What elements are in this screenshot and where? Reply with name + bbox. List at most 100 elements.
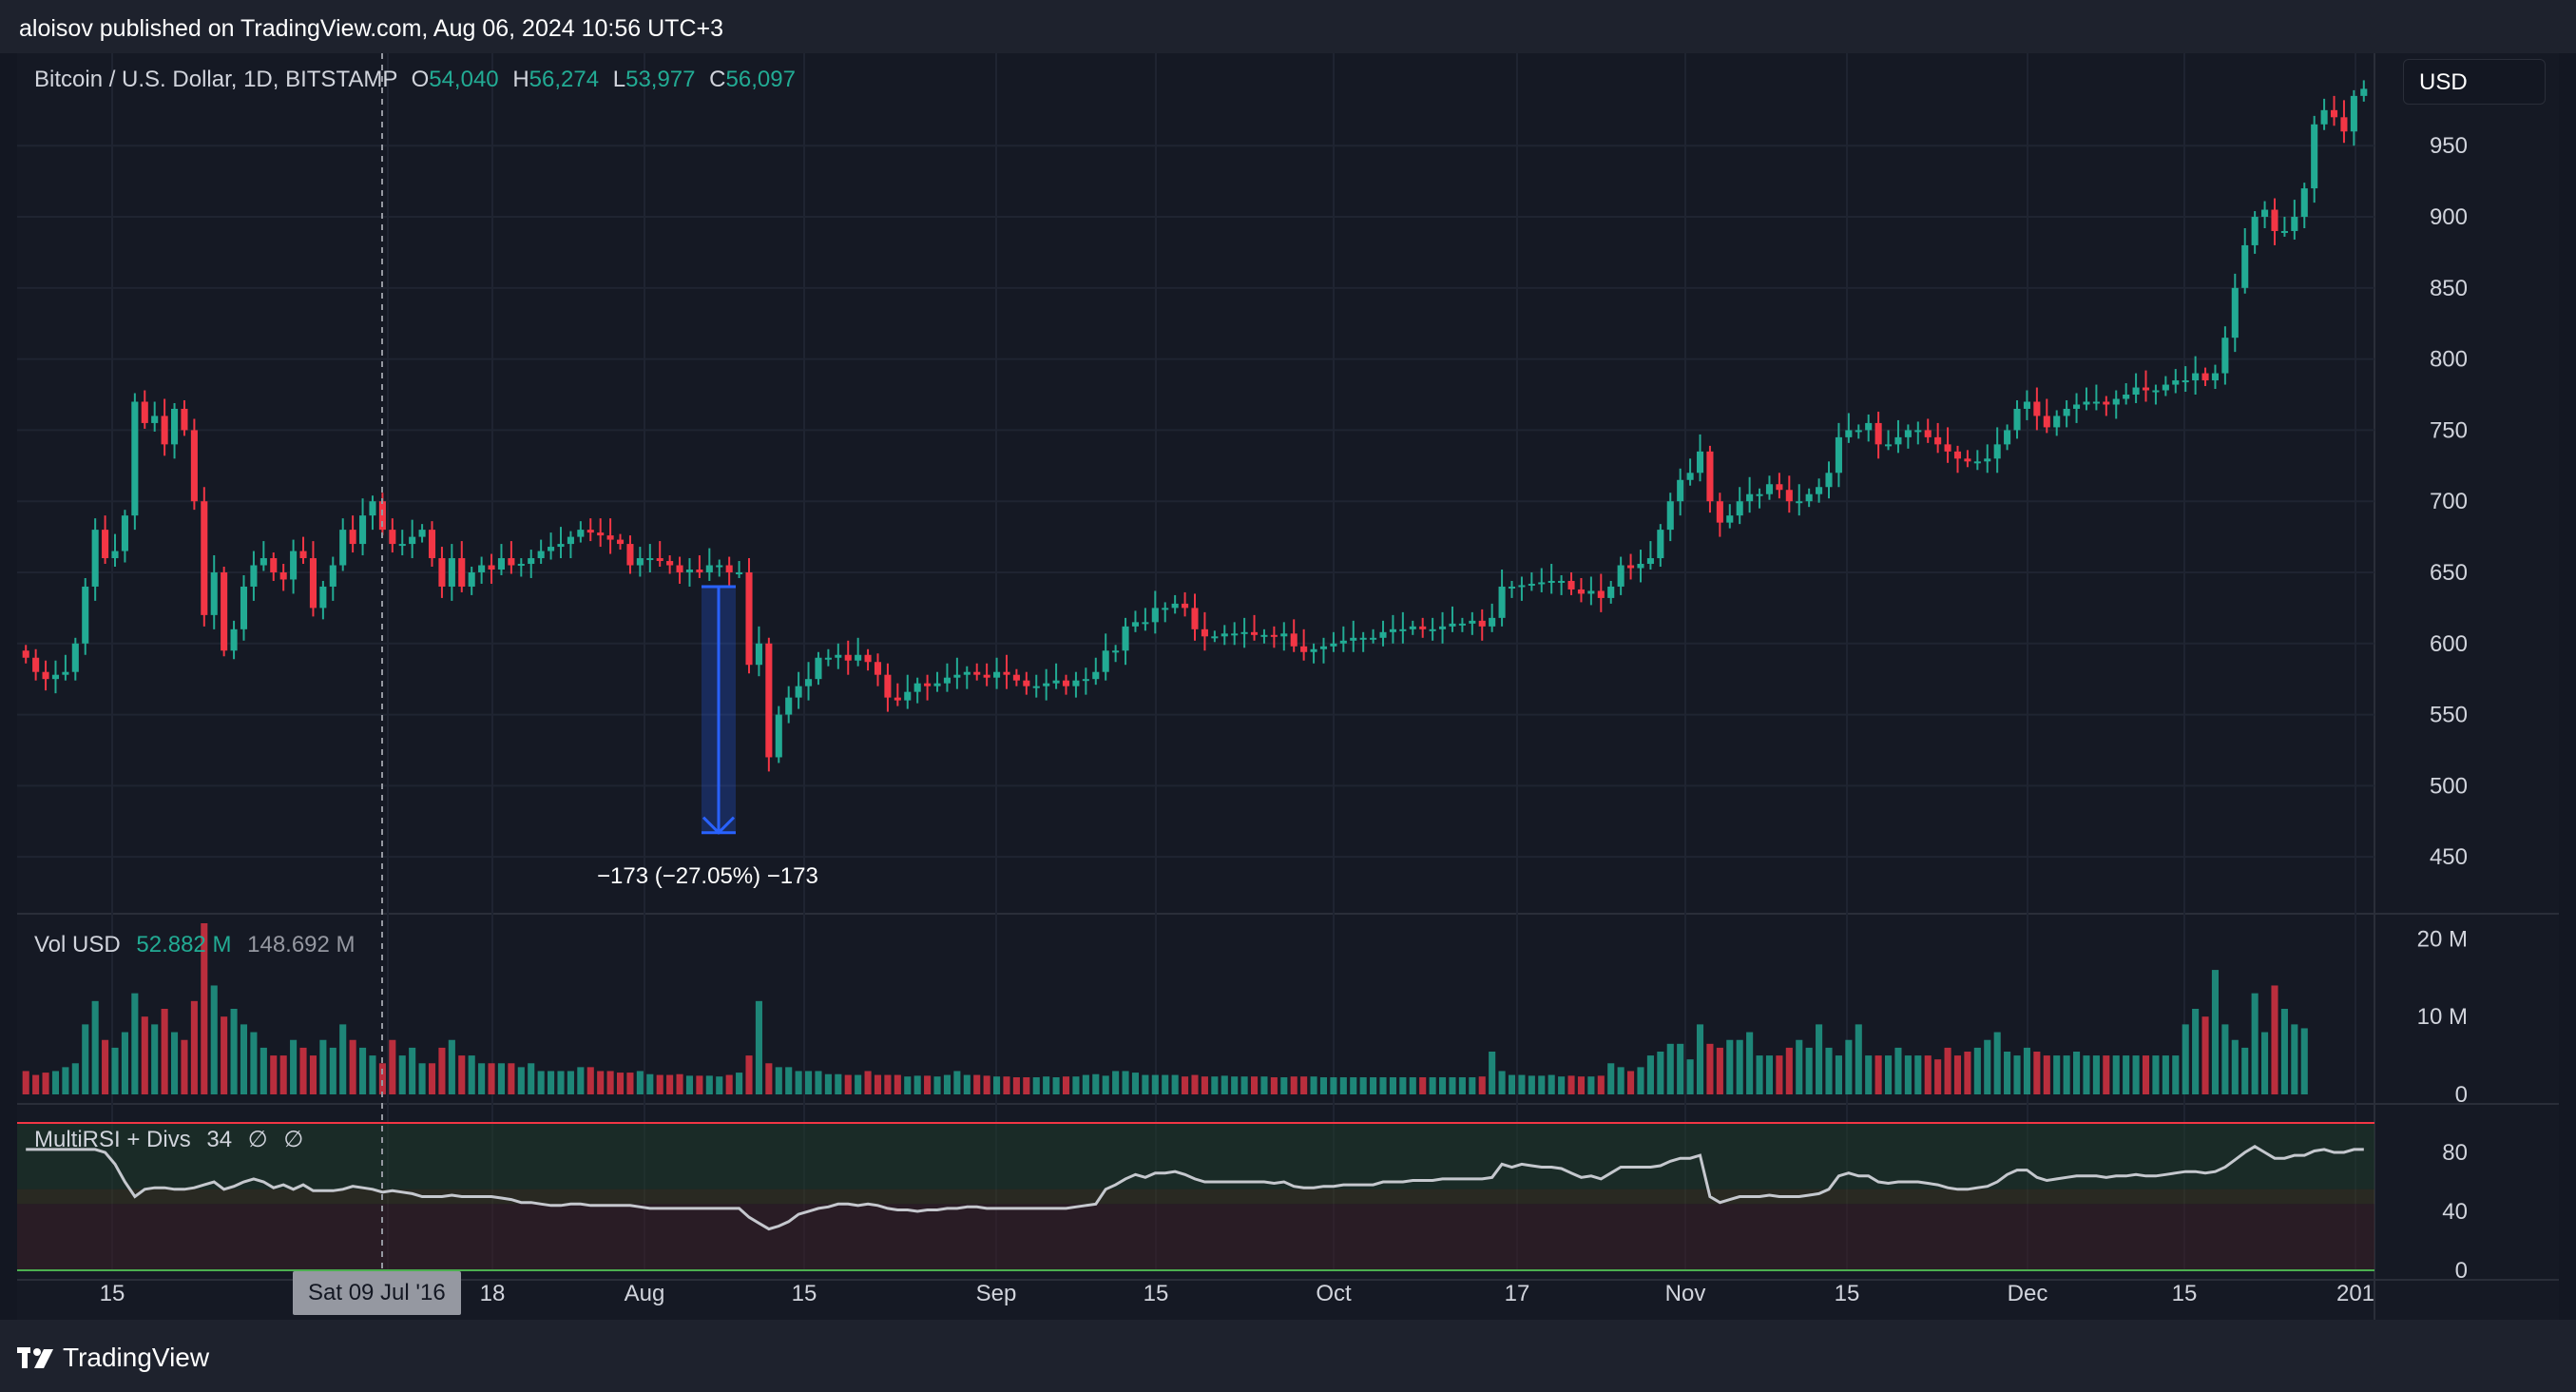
time-axis-label: 15 xyxy=(2172,1281,2198,1306)
volume-bar xyxy=(478,1063,486,1094)
candle xyxy=(805,679,813,686)
volume-bar xyxy=(953,1071,961,1094)
time-axis-label: 17 xyxy=(1505,1281,1530,1306)
volume-bar xyxy=(2004,1052,2011,1094)
volume-bar xyxy=(606,1071,614,1094)
rsi-label[interactable]: MultiRSI + Divs xyxy=(34,1127,191,1152)
candle xyxy=(1953,451,1962,459)
volume-bar xyxy=(805,1071,813,1094)
candle xyxy=(785,697,793,715)
volume-bar xyxy=(1429,1077,1436,1094)
volume-bar xyxy=(210,985,218,1094)
volume-bar xyxy=(696,1075,703,1094)
candle xyxy=(290,551,298,580)
candle xyxy=(1072,680,1080,686)
candle xyxy=(82,586,89,644)
candle xyxy=(2073,404,2081,409)
volume-bar xyxy=(2033,1052,2041,1094)
volume-label[interactable]: Vol USD xyxy=(34,932,121,957)
volume-bar xyxy=(835,1073,842,1094)
candle xyxy=(161,416,168,445)
candle xyxy=(1607,586,1615,598)
volume-bar xyxy=(339,1024,347,1094)
volume-ma-value: 148.692 M xyxy=(247,932,356,957)
volume-bar xyxy=(359,1047,367,1094)
volume-bar xyxy=(557,1071,565,1094)
volume-bar xyxy=(2083,1055,2090,1094)
volume-bar xyxy=(329,1047,336,1094)
candle xyxy=(864,654,872,663)
price-axis-label: 600 xyxy=(2430,631,2468,657)
rsi-value: 34 xyxy=(206,1127,233,1152)
candle xyxy=(1240,631,1248,634)
volume-bar xyxy=(1023,1077,1030,1094)
time-axis-label: 15 xyxy=(1144,1281,1169,1306)
chart-area[interactable]: 95090085080075070065060055050045015J18Au… xyxy=(17,53,2559,1320)
volume-bar xyxy=(1716,1047,1723,1094)
tradingview-logo[interactable]: TradingView xyxy=(17,1343,209,1373)
volume-bar xyxy=(1171,1074,1179,1094)
candle xyxy=(1696,451,1704,474)
volume-bar xyxy=(2271,985,2278,1094)
open-label: O xyxy=(411,67,430,92)
volume-bar xyxy=(1736,1039,1743,1094)
candle xyxy=(319,586,327,609)
volume-bar xyxy=(102,1039,109,1094)
volume-bar xyxy=(537,1071,545,1094)
candle xyxy=(656,558,663,562)
volume-legend[interactable]: Vol USD 52.882 M 148.692 M xyxy=(34,932,356,958)
candle xyxy=(2231,287,2239,338)
volume-bar xyxy=(626,1073,634,1094)
volume-bar xyxy=(2192,1009,2200,1094)
volume-bar xyxy=(42,1073,49,1094)
currency-button[interactable]: USD xyxy=(2403,59,2546,105)
time-axis-label: 15 xyxy=(100,1281,125,1306)
symbol-legend[interactable]: Bitcoin / U.S. Dollar, 1D, BITSTAMP O54,… xyxy=(34,67,796,93)
volume-bar xyxy=(1796,1039,1803,1094)
rsi-legend[interactable]: MultiRSI + Divs 34 ∅ ∅ xyxy=(34,1126,303,1153)
volume-bar xyxy=(1082,1074,1089,1094)
candle xyxy=(696,570,703,572)
candle xyxy=(973,671,981,675)
volume-bar xyxy=(1597,1075,1605,1094)
close-value: 56,097 xyxy=(725,67,796,92)
volume-bar xyxy=(2103,1055,2110,1094)
volume-bar xyxy=(1122,1071,1129,1094)
volume-bar xyxy=(855,1074,862,1094)
volume-bar xyxy=(2280,1009,2288,1094)
candle xyxy=(2123,395,2130,399)
volume-bar xyxy=(666,1074,674,1094)
candle xyxy=(894,697,901,701)
candle xyxy=(468,571,475,587)
close-label: C xyxy=(709,67,726,92)
volume-bar xyxy=(32,1074,40,1094)
candle xyxy=(1874,422,1882,445)
volume-bar xyxy=(1953,1055,1962,1094)
candle xyxy=(1726,515,1734,523)
price-axis-label: 700 xyxy=(2430,489,2468,514)
candle xyxy=(597,532,605,536)
volume-bar xyxy=(1548,1074,1555,1094)
candle xyxy=(983,674,990,678)
candle xyxy=(1884,444,1893,447)
candle xyxy=(1142,622,1149,625)
volume-axis-label: 20 M xyxy=(2417,926,2468,952)
candle xyxy=(1171,603,1179,609)
candle xyxy=(359,515,367,545)
price-axis-label: 750 xyxy=(2430,417,2468,443)
symbol-name[interactable]: Bitcoin / U.S. Dollar, 1D, BITSTAMP xyxy=(34,67,397,92)
chart-canvas[interactable]: 95090085080075070065060055050045015J18Au… xyxy=(17,53,2559,1320)
candle xyxy=(2211,373,2220,381)
candle xyxy=(111,551,119,559)
volume-bar xyxy=(716,1076,723,1094)
candle xyxy=(725,565,733,572)
volume-bar xyxy=(250,1032,258,1094)
volume-bar xyxy=(636,1071,644,1094)
volume-bar xyxy=(1865,1055,1873,1094)
candle xyxy=(141,401,148,423)
candle xyxy=(1458,623,1466,626)
candle xyxy=(884,674,892,698)
candle xyxy=(2132,387,2140,396)
volume-bar xyxy=(508,1063,515,1094)
candle xyxy=(1716,501,1723,523)
